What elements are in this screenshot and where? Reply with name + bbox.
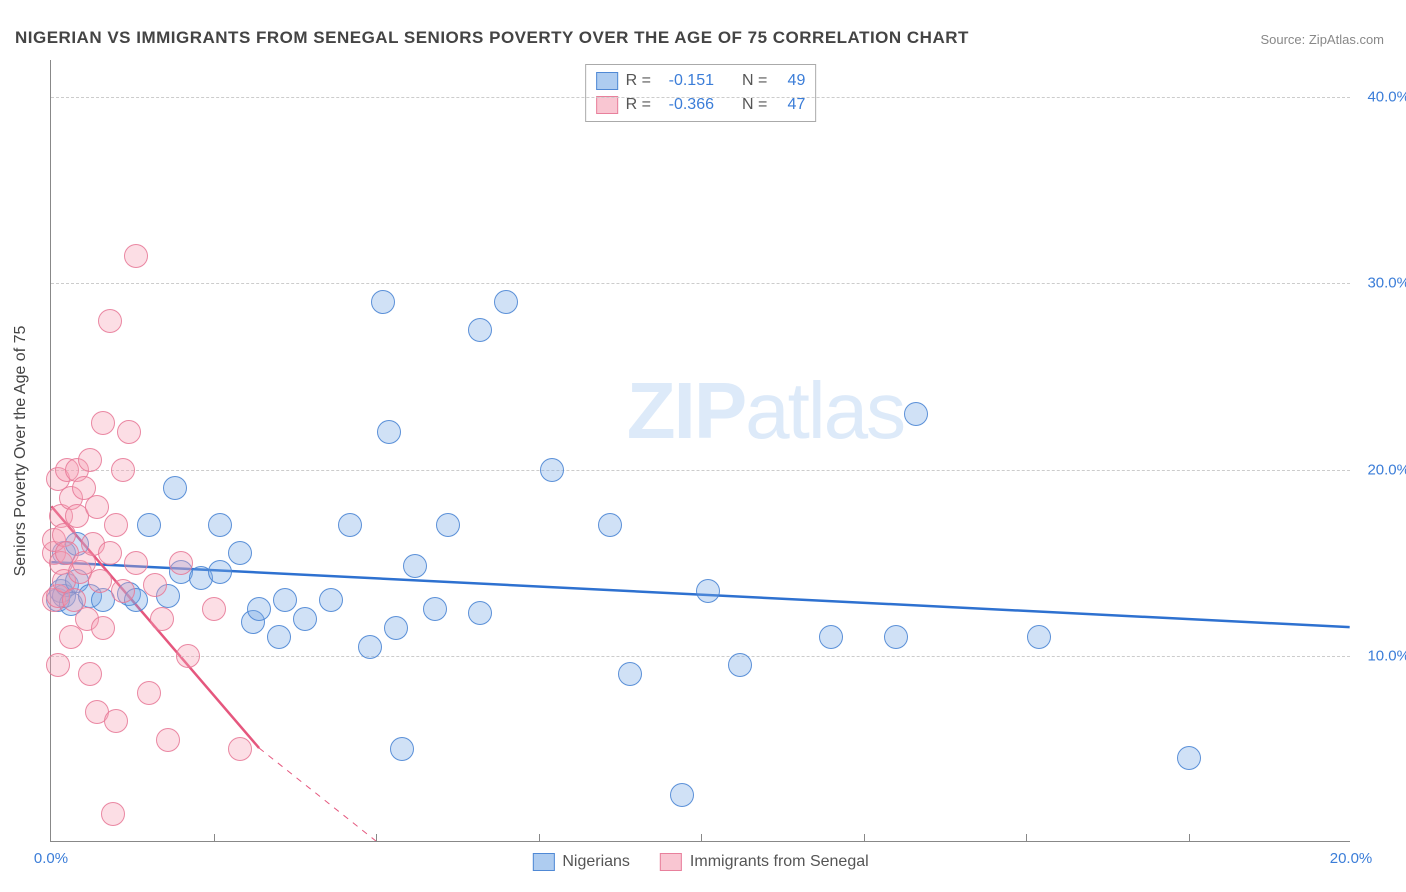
- gridline-v: [376, 834, 377, 842]
- data-point: [436, 513, 460, 537]
- data-point: [540, 458, 564, 482]
- data-point: [150, 607, 174, 631]
- data-point: [117, 420, 141, 444]
- watermark-zip: ZIP: [627, 366, 745, 455]
- data-point: [293, 607, 317, 631]
- data-point: [59, 625, 83, 649]
- watermark-atlas: atlas: [745, 366, 904, 455]
- trend-lines-svg: [51, 60, 1350, 841]
- gridline-v: [539, 834, 540, 842]
- gridline-v: [214, 834, 215, 842]
- data-point: [111, 579, 135, 603]
- y-tick-label: 40.0%: [1355, 89, 1406, 106]
- data-point: [377, 420, 401, 444]
- data-point: [468, 318, 492, 342]
- series-legend: Nigerians Immigrants from Senegal: [532, 853, 868, 871]
- data-point: [91, 411, 115, 435]
- watermark: ZIPatlas: [627, 365, 904, 457]
- chart-title: NIGERIAN VS IMMIGRANTS FROM SENEGAL SENI…: [15, 28, 969, 48]
- data-point: [384, 616, 408, 640]
- gridline-h: [51, 656, 1350, 657]
- data-point: [267, 625, 291, 649]
- swatch-nigerians-icon: [532, 853, 554, 871]
- legend-item-nigerians: Nigerians: [532, 853, 630, 871]
- source-label: Source: ZipAtlas.com: [1260, 32, 1384, 47]
- data-point: [1027, 625, 1051, 649]
- gridline-v: [1026, 834, 1027, 842]
- data-point: [104, 513, 128, 537]
- swatch-senegal-icon: [660, 853, 682, 871]
- data-point: [273, 588, 297, 612]
- data-point: [111, 458, 135, 482]
- swatch-nigerians-icon: [596, 72, 618, 90]
- data-point: [176, 644, 200, 668]
- gridline-v: [864, 834, 865, 842]
- data-point: [137, 681, 161, 705]
- data-point: [88, 569, 112, 593]
- data-point: [403, 554, 427, 578]
- data-point: [163, 476, 187, 500]
- legend-item-senegal: Immigrants from Senegal: [660, 853, 869, 871]
- data-point: [904, 402, 928, 426]
- gridline-h: [51, 283, 1350, 284]
- gridline-v: [1189, 834, 1190, 842]
- data-point: [598, 513, 622, 537]
- data-point: [169, 551, 193, 575]
- data-point: [371, 290, 395, 314]
- data-point: [228, 541, 252, 565]
- data-point: [618, 662, 642, 686]
- data-point: [124, 551, 148, 575]
- data-point: [390, 737, 414, 761]
- data-point: [494, 290, 518, 314]
- stats-row-nigerians: R = -0.151 N = 49: [596, 69, 806, 93]
- data-point: [208, 513, 232, 537]
- data-point: [728, 653, 752, 677]
- data-point: [78, 662, 102, 686]
- data-point: [819, 625, 843, 649]
- r-label: R =: [626, 69, 651, 93]
- data-point: [696, 579, 720, 603]
- x-tick-label: 0.0%: [34, 850, 68, 867]
- y-tick-label: 10.0%: [1355, 647, 1406, 664]
- data-point: [143, 573, 167, 597]
- n-value-nigerians: 49: [775, 69, 805, 93]
- y-tick-label: 30.0%: [1355, 275, 1406, 292]
- data-point: [46, 653, 70, 677]
- data-point: [101, 802, 125, 826]
- data-point: [247, 597, 271, 621]
- data-point: [78, 448, 102, 472]
- data-point: [208, 560, 232, 584]
- swatch-senegal-icon: [596, 96, 618, 114]
- legend-label-senegal: Immigrants from Senegal: [690, 853, 869, 871]
- plot-area: Seniors Poverty Over the Age of 75 ZIPat…: [50, 60, 1350, 842]
- data-point: [1177, 746, 1201, 770]
- data-point: [156, 728, 180, 752]
- n-label: N =: [742, 69, 767, 93]
- data-point: [468, 601, 492, 625]
- data-point: [98, 541, 122, 565]
- data-point: [670, 783, 694, 807]
- data-point: [137, 513, 161, 537]
- data-point: [319, 588, 343, 612]
- stats-legend-box: R = -0.151 N = 49 R = -0.366 N = 47: [585, 64, 817, 122]
- r-value-nigerians: -0.151: [659, 69, 714, 93]
- y-axis-label: Seniors Poverty Over the Age of 75: [12, 325, 30, 576]
- data-point: [358, 635, 382, 659]
- data-point: [85, 495, 109, 519]
- legend-label-nigerians: Nigerians: [562, 853, 630, 871]
- y-tick-label: 20.0%: [1355, 461, 1406, 478]
- data-point: [91, 616, 115, 640]
- gridline-h: [51, 97, 1350, 98]
- data-point: [202, 597, 226, 621]
- data-point: [884, 625, 908, 649]
- gridline-v: [701, 834, 702, 842]
- data-point: [423, 597, 447, 621]
- data-point: [124, 244, 148, 268]
- data-point: [228, 737, 252, 761]
- x-tick-label: 20.0%: [1330, 850, 1373, 867]
- gridline-h: [51, 470, 1350, 471]
- data-point: [338, 513, 362, 537]
- data-point: [104, 709, 128, 733]
- data-point: [98, 309, 122, 333]
